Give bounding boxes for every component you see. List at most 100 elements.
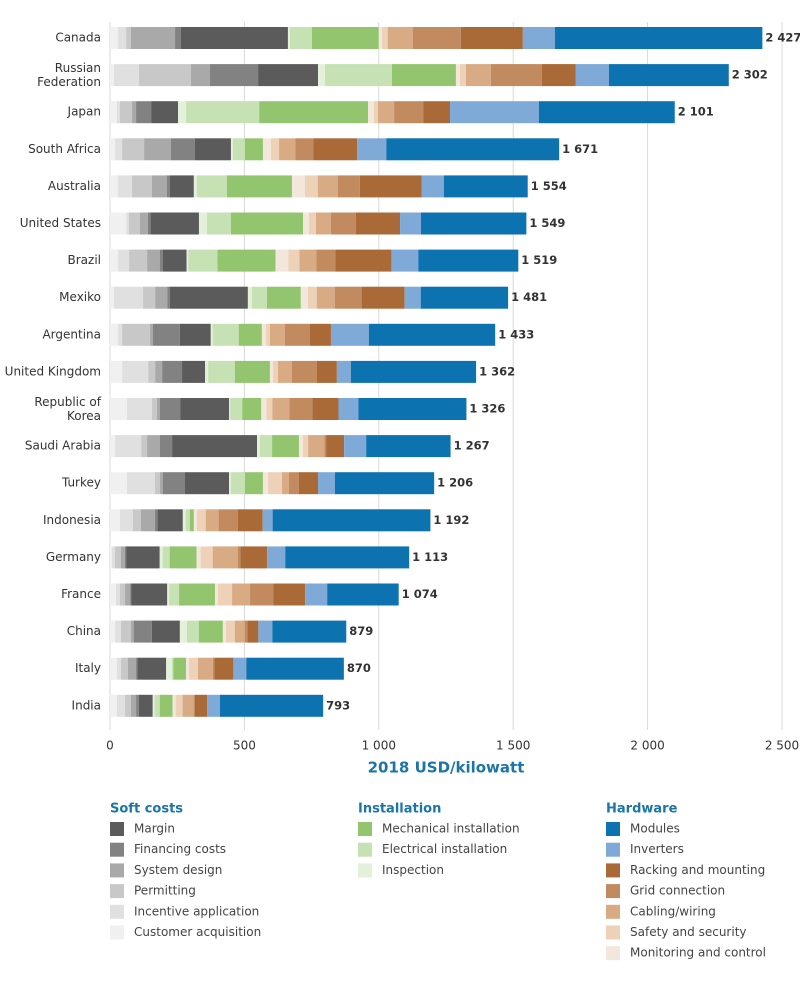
bar-segment xyxy=(291,360,317,383)
bar-segment xyxy=(238,323,262,346)
bar-segment xyxy=(119,583,126,606)
bar-segment xyxy=(110,583,116,606)
bar-segment xyxy=(334,472,435,495)
bar-segment xyxy=(212,323,239,346)
bar-segment xyxy=(455,64,460,87)
total-label: 2 302 xyxy=(732,68,768,82)
x-tick-label: 500 xyxy=(233,739,256,753)
bar-segment xyxy=(289,398,313,420)
bar-segment xyxy=(118,249,130,272)
bar-segment xyxy=(131,583,168,606)
bar-segment xyxy=(251,286,267,309)
bar-segment xyxy=(110,657,117,680)
bar-segment xyxy=(179,583,216,606)
legend-swatch xyxy=(358,842,372,857)
bar-segment xyxy=(114,64,140,87)
bar-segment xyxy=(554,27,763,49)
bar-segment xyxy=(194,138,231,161)
bar-segment xyxy=(196,546,201,569)
bar-segment xyxy=(133,620,152,643)
legend-swatch xyxy=(110,884,124,899)
bar-segment xyxy=(266,286,301,309)
bar-segment xyxy=(166,657,173,680)
total-label: 879 xyxy=(349,624,373,638)
bar-segment xyxy=(182,509,186,532)
bar-segment xyxy=(291,175,305,198)
bar-segment xyxy=(110,546,112,569)
bar-segment xyxy=(272,509,431,532)
bar-segment xyxy=(130,694,137,717)
bar-segment xyxy=(420,286,509,309)
total-label: 1 549 xyxy=(529,216,565,230)
bar-segment xyxy=(172,657,174,680)
bar-segment xyxy=(155,360,163,383)
bar-segment xyxy=(225,620,235,643)
bar-segment xyxy=(261,323,266,346)
bar-segment xyxy=(189,657,198,680)
bar-segment xyxy=(162,249,187,272)
bar-segment xyxy=(185,509,190,532)
total-label: 1 192 xyxy=(433,513,469,527)
bar-segment xyxy=(266,398,273,420)
bar-segment xyxy=(307,286,317,309)
bar-segment xyxy=(180,398,230,420)
bar-segment xyxy=(250,583,274,606)
bar-segment xyxy=(285,546,410,569)
bar-segment xyxy=(116,694,126,717)
bar-segment xyxy=(212,546,238,569)
bar-segment xyxy=(116,101,120,124)
bar-segment xyxy=(247,620,259,643)
legend-label: Mechanical installation xyxy=(382,822,520,836)
bar-segment xyxy=(522,27,555,49)
bar-segment xyxy=(157,509,183,532)
y-tick-label: Indonesia xyxy=(43,513,101,527)
bar-segment xyxy=(246,657,344,680)
bar-segment xyxy=(157,398,160,420)
bar-segment xyxy=(194,694,208,717)
y-tick-label: Argentina xyxy=(42,327,101,341)
bar-segment xyxy=(309,323,331,346)
bar-segment xyxy=(150,323,154,346)
bar-segment xyxy=(147,435,160,458)
bar-segment xyxy=(289,27,312,49)
bar-segment xyxy=(460,27,523,49)
legend-swatch xyxy=(606,822,620,836)
bar-segment xyxy=(193,509,197,532)
bar-segment xyxy=(110,620,116,643)
bar-segment xyxy=(116,657,122,680)
bar-segment xyxy=(128,212,140,235)
bar-segment xyxy=(244,620,248,643)
bar-segment xyxy=(391,249,419,272)
bar-segment xyxy=(267,546,286,569)
bar-segment xyxy=(368,323,496,346)
bar-segment xyxy=(110,175,119,198)
bar-segment xyxy=(110,435,116,458)
bar-segment xyxy=(110,472,127,495)
y-tick-label: United Kingdom xyxy=(5,364,101,378)
bar-segment xyxy=(198,620,223,643)
bar-segment xyxy=(262,472,269,495)
bar-segment xyxy=(132,509,141,532)
legend-label: Customer acquisition xyxy=(134,925,261,939)
bar-segment xyxy=(110,64,115,87)
legend-label: Racking and mounting xyxy=(630,863,765,877)
bar-segment xyxy=(175,694,183,717)
bar-segment xyxy=(136,101,152,124)
bar-segment xyxy=(130,27,176,49)
legend-label: Safety and security xyxy=(630,925,747,939)
legend-group-title: Installation xyxy=(358,802,441,817)
bar-segment xyxy=(214,657,234,680)
bar-segment xyxy=(110,138,116,161)
bar-segment xyxy=(110,509,120,532)
legend-swatch xyxy=(358,822,372,836)
bar-segment xyxy=(377,101,395,124)
bar-segment xyxy=(130,583,132,606)
bar-segment xyxy=(120,546,125,569)
bar-segment xyxy=(124,546,127,569)
bar-segment xyxy=(151,398,158,420)
bar-segment xyxy=(155,286,168,309)
bar-segment xyxy=(137,657,167,680)
bar-segment xyxy=(212,657,215,680)
bar-segment xyxy=(258,620,273,643)
bar-segment xyxy=(171,138,195,161)
